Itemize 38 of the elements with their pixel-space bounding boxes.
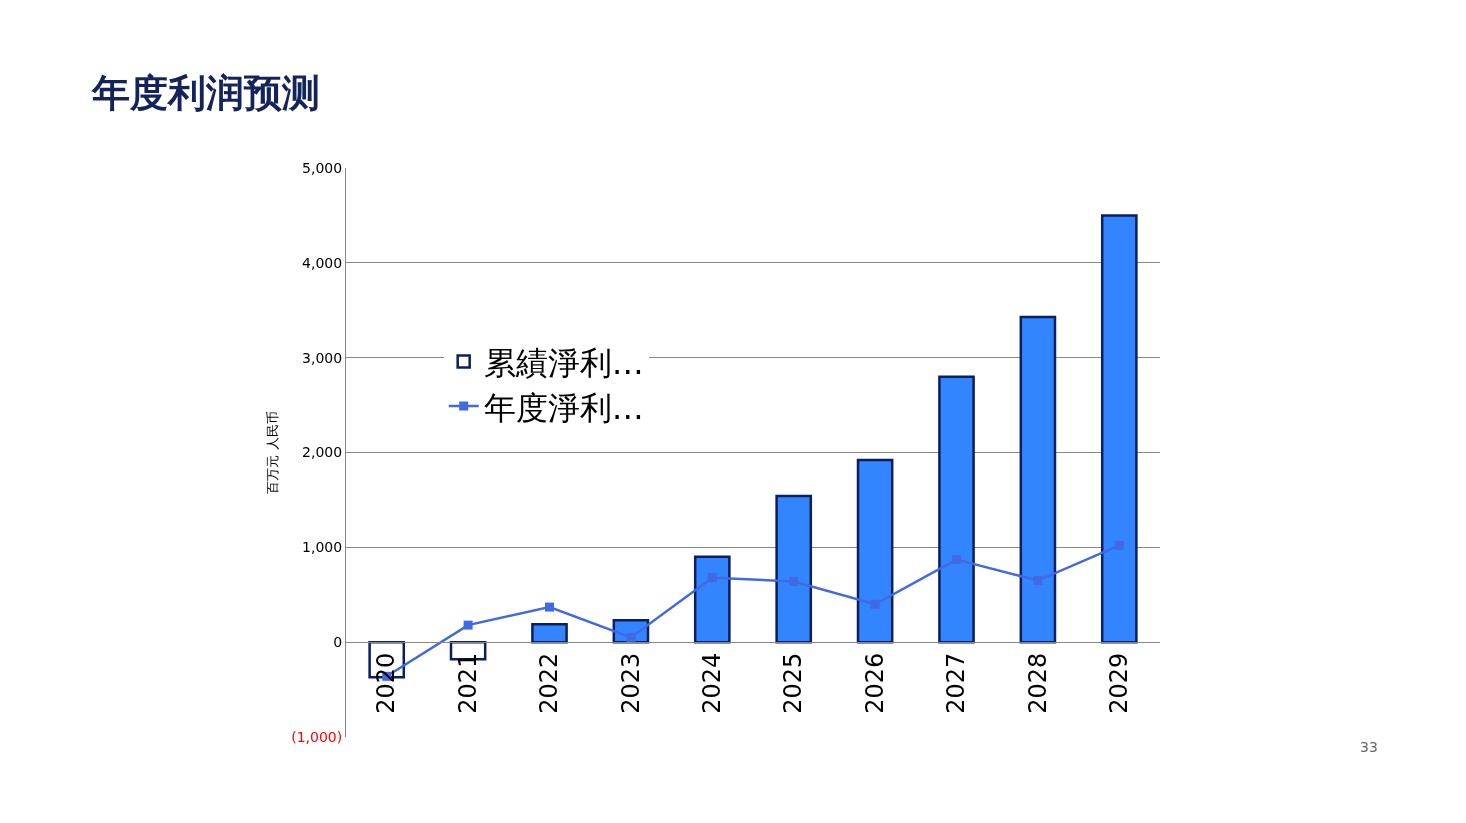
- bar: [1100, 214, 1138, 644]
- bar: [531, 622, 568, 644]
- x-tick-label: 2024: [698, 652, 727, 714]
- bar: [938, 375, 975, 644]
- bar: [856, 458, 894, 644]
- y-axis-title: 百万元 人民币: [265, 411, 281, 494]
- y-tick-label: 1,000: [302, 539, 343, 556]
- point: [626, 632, 636, 642]
- chart-title: 年度利润预测: [91, 71, 320, 116]
- x-tick-label: 2027: [942, 652, 971, 714]
- bar: [775, 494, 813, 644]
- x-tick-label: 2021: [453, 652, 482, 714]
- x-tick-label: 2029: [1105, 652, 1134, 714]
- bar: [1019, 315, 1057, 644]
- bar: [693, 555, 731, 644]
- x-tick-label: 2026: [860, 652, 889, 714]
- point: [1033, 576, 1043, 586]
- y-tick-label: 2,000: [302, 444, 343, 461]
- x-tick-label: 2020: [372, 652, 401, 714]
- y-tick-label: 5,000: [302, 159, 343, 176]
- y-tick-label: 3,000: [302, 349, 343, 366]
- point: [870, 599, 880, 609]
- text: 33: [1360, 739, 1378, 755]
- point: [463, 620, 473, 630]
- legend-label: 累績淨利…: [483, 344, 644, 382]
- point: [1114, 540, 1124, 550]
- x-tick-label: 2022: [535, 652, 564, 714]
- y-tick-label: (1,000): [291, 728, 343, 745]
- legend-label: 年度淨利…: [483, 388, 644, 427]
- point: [952, 555, 961, 565]
- y-tick-label: 4,000: [302, 254, 343, 271]
- point: [545, 602, 554, 612]
- y-tick-label: 0: [333, 634, 343, 651]
- point: [789, 576, 799, 586]
- point: [707, 573, 717, 583]
- x-tick-label: 2028: [1023, 652, 1052, 714]
- x-tick-label: 2023: [616, 652, 645, 714]
- x-tick-label: 2025: [779, 652, 808, 714]
